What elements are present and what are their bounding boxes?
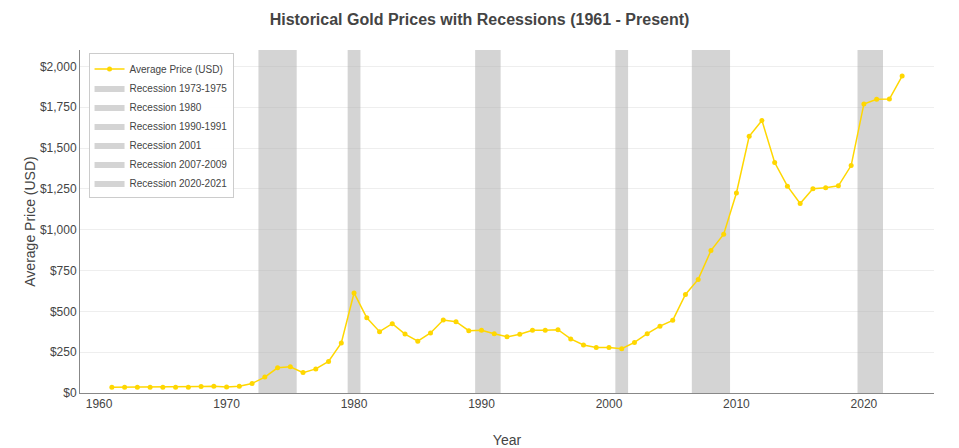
svg-text:Recession 2001: Recession 2001 [130,140,202,151]
svg-text:2020: 2020 [851,397,878,411]
svg-text:Recession 1980: Recession 1980 [130,102,202,113]
svg-text:$1,250: $1,250 [40,182,77,196]
svg-text:Historical Gold Prices with Re: Historical Gold Prices with Recessions (… [270,11,690,28]
svg-text:1960: 1960 [86,397,113,411]
svg-text:$750: $750 [50,264,77,278]
svg-text:$0: $0 [63,386,77,400]
svg-text:Recession 2020-2021: Recession 2020-2021 [130,178,228,189]
svg-text:1990: 1990 [468,397,495,411]
svg-text:$500: $500 [50,305,77,319]
svg-text:$1,750: $1,750 [40,100,77,114]
svg-text:Recession 2007-2009: Recession 2007-2009 [130,159,228,170]
svg-text:Recession 1990-1991: Recession 1990-1991 [130,121,228,132]
svg-text:Average Price (USD): Average Price (USD) [22,156,38,286]
svg-text:Average Price (USD): Average Price (USD) [130,64,223,75]
svg-text:Recession 1973-1975: Recession 1973-1975 [130,83,228,94]
svg-text:$250: $250 [50,345,77,359]
svg-text:$1,000: $1,000 [40,223,77,237]
svg-text:1970: 1970 [213,397,240,411]
svg-text:1980: 1980 [341,397,368,411]
svg-text:2010: 2010 [723,397,750,411]
svg-text:2000: 2000 [596,397,623,411]
svg-text:$2,000: $2,000 [40,60,77,74]
svg-text:$1,500: $1,500 [40,141,77,155]
svg-text:Year: Year [493,432,522,448]
